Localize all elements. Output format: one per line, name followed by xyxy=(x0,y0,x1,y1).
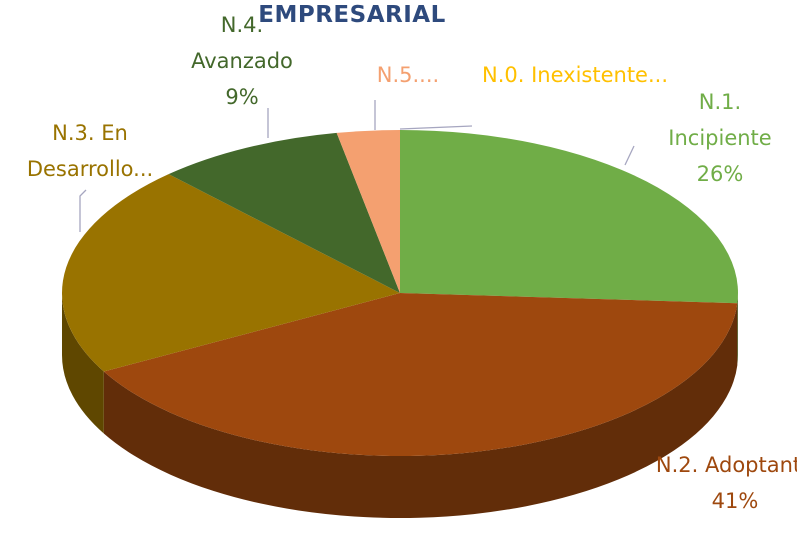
data-label: N.4. Avanzado 9% xyxy=(167,7,317,115)
slice xyxy=(400,130,738,304)
slice-side xyxy=(62,293,104,434)
data-label: N.5.... xyxy=(358,57,458,93)
leader-line xyxy=(399,125,473,130)
data-label: N.1. Incipiente 26% xyxy=(645,84,795,192)
category-label: N.1. Incipiente xyxy=(668,90,772,150)
leader-line xyxy=(79,189,87,232)
category-label: N.2. Adoptante xyxy=(655,453,797,477)
slice-side xyxy=(737,293,738,366)
category-label: N.3. En Desarrollo... xyxy=(26,121,154,181)
data-label: N.3. En Desarrollo... xyxy=(3,115,178,187)
slice xyxy=(62,174,401,372)
leader-line xyxy=(624,145,635,166)
slice xyxy=(336,130,400,293)
pie-sides xyxy=(62,293,738,519)
category-label: N.5.... xyxy=(376,63,440,87)
pie-tops xyxy=(62,130,738,456)
value-label: 26% xyxy=(696,162,744,186)
category-label: N.4. Avanzado xyxy=(191,13,293,73)
data-label: N.2. Adoptante 41% xyxy=(655,447,797,519)
slice xyxy=(103,293,738,456)
chart-title: EMPRESARIAL xyxy=(258,2,446,28)
slice-side xyxy=(103,303,738,519)
slice xyxy=(168,132,400,293)
category-label: N.0. Inexistente... xyxy=(482,63,668,87)
value-label: 41% xyxy=(711,489,759,513)
value-label: 9% xyxy=(225,85,259,109)
data-label: N.0. Inexistente... xyxy=(475,57,675,93)
